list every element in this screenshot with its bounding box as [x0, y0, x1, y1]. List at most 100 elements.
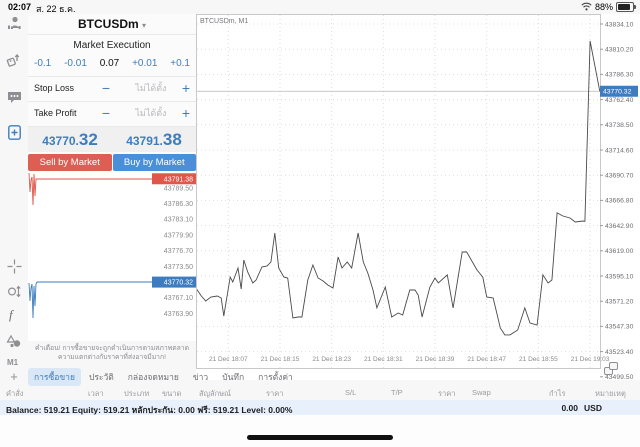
svg-text:43762.40: 43762.40 — [605, 97, 634, 104]
objects-icon[interactable] — [6, 333, 23, 350]
svg-text:43690.70: 43690.70 — [605, 173, 634, 180]
trade-warning-text: คำเตือน! การซื้อขายจะถูกดำเนินการตามสภาพ… — [34, 345, 190, 361]
add-tab-button[interactable]: + — [10, 368, 18, 384]
bottom-spacer — [0, 415, 640, 447]
clock: 02:07 — [8, 2, 32, 12]
svg-text:43779.90: 43779.90 — [164, 232, 193, 239]
svg-text:43547.30: 43547.30 — [605, 324, 634, 331]
take-profit-value[interactable]: ไม่ได้ตั้ง — [135, 108, 167, 118]
svg-text:21 Dec 18:23: 21 Dec 18:23 — [312, 356, 351, 363]
volume-dec-small[interactable]: -0.01 — [64, 58, 87, 69]
svg-text:43770.32: 43770.32 — [603, 89, 632, 96]
svg-text:43571.20: 43571.20 — [605, 299, 634, 306]
svg-text:43810.20: 43810.20 — [605, 47, 634, 54]
svg-text:43786.30: 43786.30 — [605, 72, 634, 79]
symbol-name: BTCUSDm — [77, 17, 139, 31]
tab-settings[interactable]: การตั้งค่า — [258, 371, 293, 382]
col-sl: S/L — [345, 388, 357, 397]
svg-text:43523.40: 43523.40 — [605, 349, 634, 356]
new-order-icon[interactable] — [6, 124, 23, 141]
col-profit: กำไร — [549, 389, 566, 398]
order-panel: BTCUSDm ▾ Market Execution -0.1 -0.01 0.… — [28, 14, 196, 171]
bid-ask-prices: 43770.32 43791.38 — [28, 127, 196, 152]
take-profit-increase-button[interactable]: + — [181, 105, 190, 121]
svg-text:21 Dec 19:03: 21 Dec 19:03 — [571, 356, 610, 363]
tab-news[interactable]: ข่าว — [192, 371, 209, 382]
floating-profit: 0.00 — [561, 403, 578, 413]
status-indicators: 88% — [581, 1, 636, 13]
svg-text:BTCUSDm, M1: BTCUSDm, M1 — [200, 18, 248, 25]
indicators-icon[interactable]: f — [9, 307, 13, 322]
chevron-down-icon: ▾ — [142, 21, 147, 30]
svg-text:43773.50: 43773.50 — [164, 264, 193, 271]
timeframe-button[interactable]: M1 — [7, 358, 19, 367]
stop-loss-decrease-button[interactable]: − — [101, 80, 111, 96]
svg-text:21 Dec 18:55: 21 Dec 18:55 — [519, 356, 558, 363]
symbol-selector[interactable]: BTCUSDm ▾ — [28, 17, 196, 31]
col-symbol: สัญลักษณ์ — [199, 389, 232, 398]
volume-stepper: -0.1 -0.01 0.07 +0.01 +0.1 — [34, 58, 190, 69]
price-chart[interactable]: 21 Dec 18:07 21 Dec 18:15 21 Dec 18:23 21 D… — [196, 14, 640, 381]
take-profit-row: Take Profit − ไม่ได้ตั้ง + — [34, 102, 190, 124]
svg-text:43763.90: 43763.90 — [164, 311, 193, 318]
date-label: ส. 22 ธ.ค. — [36, 4, 76, 14]
buy-button[interactable]: Buy by Market — [112, 154, 196, 171]
svg-text:43595.10: 43595.10 — [605, 273, 634, 280]
volume-dec-big[interactable]: -0.1 — [34, 58, 52, 69]
chart-mode-icon[interactable] — [6, 283, 23, 300]
sell-button[interactable]: Sell by Market — [28, 154, 112, 171]
svg-text:43767.10: 43767.10 — [164, 295, 193, 302]
tab-history[interactable]: ประวัติ — [88, 371, 114, 382]
svg-text:43499.50: 43499.50 — [605, 374, 634, 380]
stop-loss-increase-button[interactable]: + — [181, 80, 190, 96]
account-summary-bar: Balance: 519.21 Equity: 519.21 หลักประกั… — [0, 400, 640, 415]
tab-journal[interactable]: บันทึก — [222, 371, 245, 382]
tab-mailbox[interactable]: กล่องจดหมาย — [127, 371, 179, 382]
svg-text:43786.30: 43786.30 — [164, 201, 193, 208]
accounts-icon[interactable] — [6, 15, 23, 32]
svg-text:43770.32: 43770.32 — [164, 280, 193, 287]
crosshair-icon[interactable] — [6, 258, 23, 275]
col-volume: ขนาด — [162, 389, 182, 398]
volume-value[interactable]: 0.07 — [99, 58, 120, 69]
svg-text:43791.38: 43791.38 — [164, 176, 193, 183]
chat-icon[interactable] — [6, 89, 23, 106]
svg-text:43834.10: 43834.10 — [605, 21, 634, 28]
tick-chart[interactable]: 43789.50 43786.30 43783.10 43779.90 43776.70… — [28, 171, 196, 341]
trade-table-header: คำสั่ง เวลา ประเภท ขนาด สัญลักษณ์ ราคา S… — [0, 386, 640, 399]
stop-loss-row: Stop Loss − ไม่ได้ตั้ง + — [34, 77, 190, 99]
volume-inc-small[interactable]: +0.01 — [132, 58, 158, 69]
bid-price: 43770.32 — [42, 130, 98, 149]
col-order: คำสั่ง — [6, 389, 24, 398]
svg-text:21 Dec 18:07: 21 Dec 18:07 — [209, 356, 248, 363]
col-comment: หมายเหตุ — [595, 389, 626, 398]
svg-text:43642.90: 43642.90 — [605, 223, 634, 230]
stop-loss-value[interactable]: ไม่ได้ตั้ง — [135, 83, 167, 93]
status-bar: 02:07 ส. 22 ธ.ค. 88% — [0, 0, 640, 14]
svg-text:21 Dec 18:47: 21 Dec 18:47 — [467, 356, 506, 363]
volume-inc-big[interactable]: +0.1 — [170, 58, 190, 69]
home-indicator[interactable] — [247, 435, 393, 440]
svg-text:43738.50: 43738.50 — [605, 122, 634, 129]
take-profit-label: Take Profit — [34, 108, 77, 118]
col-tp: T/P — [391, 388, 403, 397]
svg-text:43666.80: 43666.80 — [605, 198, 634, 205]
bottom-tab-bar: + การซื้อขาย ประวัติ กล่องจดหมาย ข่าว บั… — [0, 367, 640, 386]
trade-buttons: Sell by Market Buy by Market — [28, 154, 196, 171]
windows-layout-icon[interactable] — [604, 362, 618, 375]
battery-icon — [616, 2, 636, 12]
svg-text:43619.00: 43619.00 — [605, 248, 634, 255]
wifi-icon — [581, 2, 592, 13]
execution-mode-label: Market Execution — [73, 40, 151, 51]
col-price-cur: ราคา — [438, 389, 456, 398]
battery-percent: 88% — [594, 2, 613, 12]
col-type: ประเภท — [124, 389, 150, 398]
svg-text:21 Dec 18:31: 21 Dec 18:31 — [364, 356, 403, 363]
alerts-icon[interactable] — [6, 52, 23, 69]
svg-text:43776.70: 43776.70 — [164, 248, 193, 255]
col-time: เวลา — [88, 389, 104, 398]
tab-trade[interactable]: การซื้อขาย — [28, 367, 81, 386]
stop-loss-label: Stop Loss — [34, 83, 75, 93]
take-profit-decrease-button[interactable]: − — [101, 105, 111, 121]
